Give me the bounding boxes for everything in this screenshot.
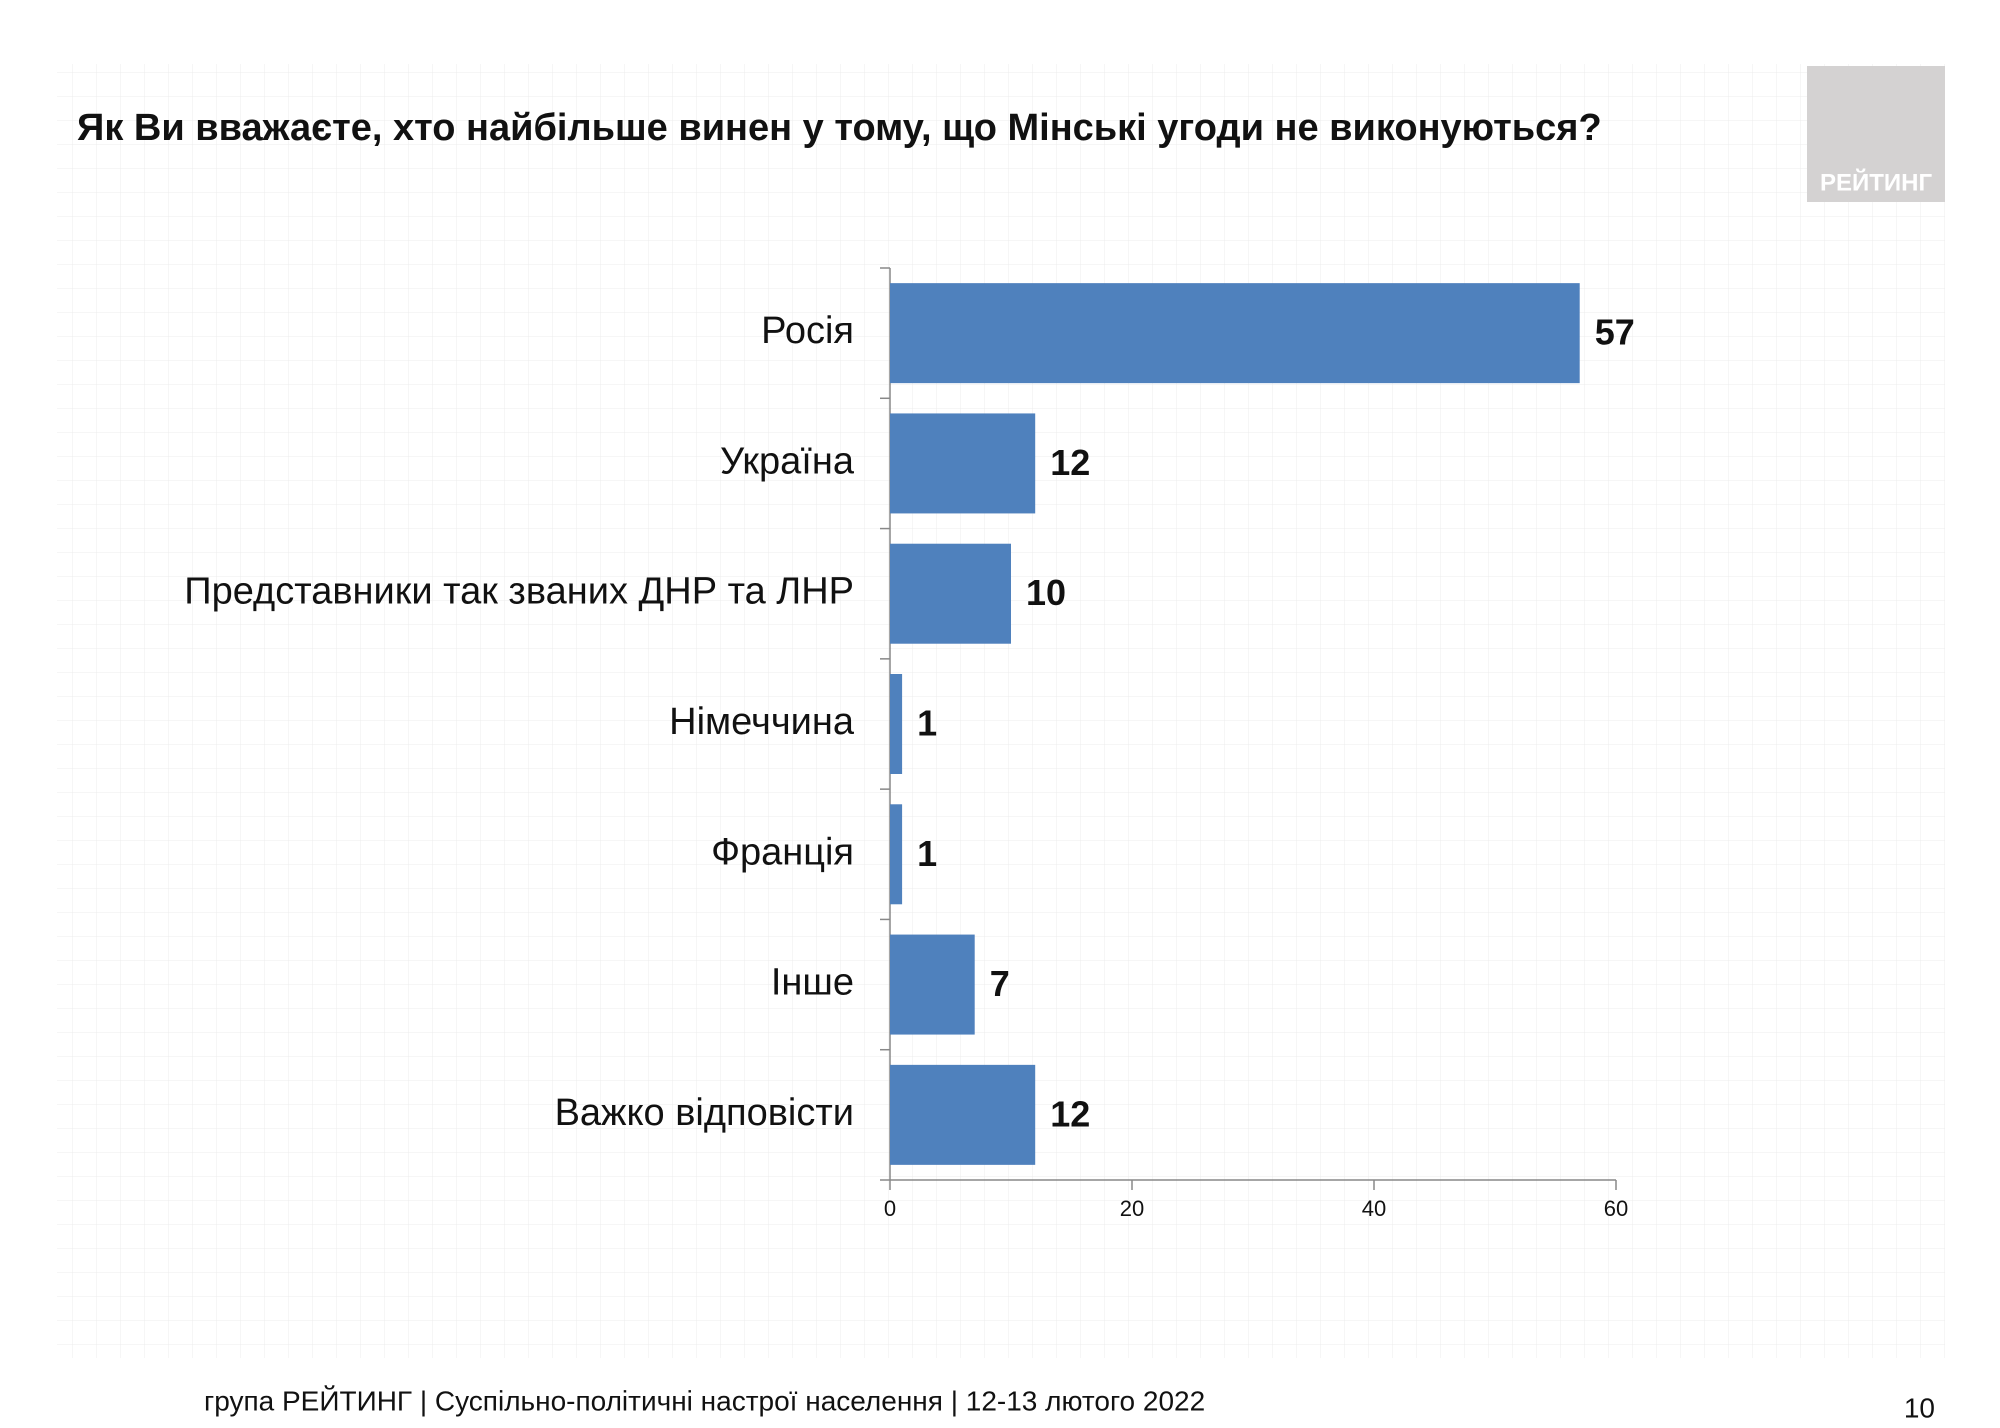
value-label: 1 [917,703,937,744]
x-tick-label: 20 [1120,1196,1144,1221]
bar [890,413,1036,514]
y-tick-label: Німеччина [669,701,855,743]
y-tick-label: Важко відповісти [555,1092,854,1134]
x-tick-label: 60 [1604,1196,1628,1221]
bar [890,674,903,774]
value-label: 10 [1026,572,1066,613]
y-tick-label: Україна [720,440,855,482]
value-label: 7 [990,963,1010,1004]
value-label: 12 [1050,442,1090,483]
chart-title: Як Ви вважаєте, хто найбільше винен у то… [77,107,1602,149]
x-tick-label: 40 [1362,1196,1386,1221]
bar [890,934,975,1035]
x-tick-label: 0 [884,1196,896,1221]
y-tick-label: Інше [771,962,854,1004]
footer: група РЕЙТИНГ | Суспільно-політичні наст… [204,1385,1205,1416]
value-label: 1 [917,833,937,874]
value-label: 57 [1595,312,1635,353]
logo-text: РЕЙТИНГ [1820,168,1933,196]
value-label: 12 [1050,1093,1090,1134]
bar [890,543,1011,644]
y-tick-label: Франція [711,831,854,873]
bar [890,1064,1036,1165]
bar [890,804,903,905]
y-tick-label: Представники так званих ДНР та ЛНР [184,571,854,613]
logo-box [1807,66,1945,202]
y-tick-label: Росія [761,310,854,352]
page-number: 10 [1904,1392,1935,1423]
bar [890,283,1580,384]
